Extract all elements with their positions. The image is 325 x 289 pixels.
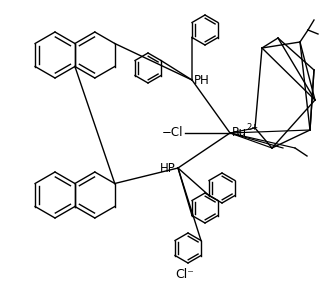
Text: Cl⁻: Cl⁻ <box>176 268 194 281</box>
Text: PH: PH <box>194 73 210 86</box>
Text: HP: HP <box>160 162 176 175</box>
Text: Ru: Ru <box>232 127 247 140</box>
Text: −Cl: −Cl <box>162 127 183 140</box>
Text: 2+: 2+ <box>246 123 258 132</box>
